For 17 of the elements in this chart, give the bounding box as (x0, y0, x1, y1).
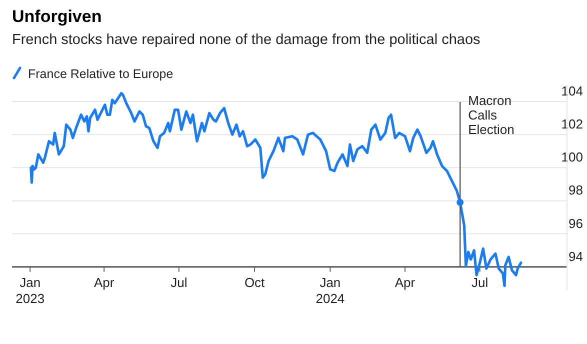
x-tick-label: Jul (472, 274, 488, 290)
legend-label: France Relative to Europe (28, 67, 174, 81)
y-tick-label: 102 (561, 116, 583, 132)
y-tick-label: 98 (568, 182, 583, 198)
x-tick-label: Apr (394, 274, 416, 290)
x-tick-label: Jan 2023 (16, 274, 45, 306)
x-tick-label: Jul (170, 274, 188, 290)
chart-title: Unforgiven (12, 7, 102, 26)
y-tick-label: 96 (568, 216, 583, 231)
y-tick-label: 94 (568, 248, 583, 264)
y-tick-label: 100 (561, 150, 583, 165)
chart-subtitle: French stocks have repaired none of the damage from the political chaos (12, 32, 480, 48)
x-tick-label: Jan 2024 (316, 274, 345, 306)
x-tick-label: Apr (94, 274, 115, 290)
ref-line-label: Macron Calls Election (468, 93, 514, 137)
x-tick-label: Oct (244, 274, 266, 290)
y-tick-label: 104 (561, 84, 583, 99)
